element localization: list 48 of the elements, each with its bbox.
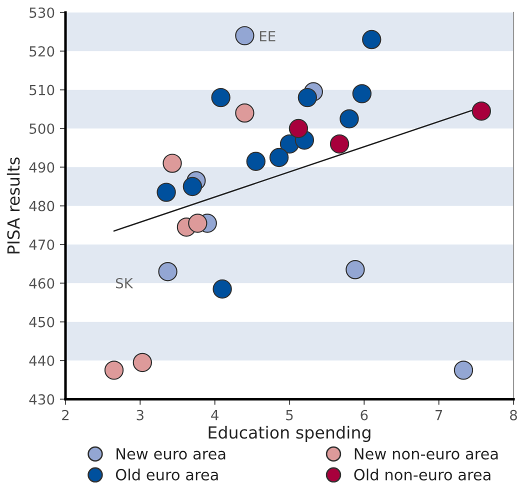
legend-label: New euro area [116, 448, 226, 460]
point [188, 214, 208, 233]
point [346, 260, 365, 280]
x-axis-title: Education spending [208, 426, 370, 442]
point [330, 134, 350, 154]
x-tick-label: 4 [211, 410, 218, 420]
point [182, 176, 202, 196]
point [269, 148, 289, 168]
point [298, 88, 318, 108]
point [235, 103, 254, 123]
point [162, 154, 182, 173]
y-tick-label: 490 [29, 162, 54, 173]
y-tick-label: 470 [29, 239, 54, 250]
annotation: SK [116, 278, 134, 288]
x-tick-label: 7 [436, 410, 442, 420]
point [158, 262, 178, 282]
point [132, 352, 152, 372]
point [156, 182, 176, 202]
legend-label: New non-euro area [354, 448, 498, 460]
legend-label: Old non-euro area [354, 468, 490, 480]
point [472, 101, 492, 121]
x-tick-label: 2 [62, 410, 69, 420]
y-tick-label: 530 [30, 7, 54, 18]
y-tick-label: 450 [29, 316, 54, 328]
point [362, 30, 382, 50]
y-tick-label: 500 [30, 123, 54, 134]
point [212, 279, 232, 299]
x-tick-label: 6 [360, 410, 368, 420]
x-tick-label: 5 [286, 410, 293, 420]
y-tick-label: 510 [30, 84, 54, 96]
x-tick-label: 3 [136, 410, 144, 420]
y-tick-label: 440 [29, 355, 54, 366]
y-tick-label: 480 [29, 200, 54, 212]
point [104, 360, 124, 380]
point [246, 152, 266, 171]
point [352, 84, 372, 104]
y-tick-label: 520 [30, 46, 54, 57]
y-tick-label: 430 [29, 394, 54, 405]
x-tick-label: 8 [510, 410, 517, 420]
point [211, 88, 230, 108]
y-axis-title: PISA results [6, 157, 20, 254]
point [340, 109, 359, 128]
point [454, 360, 474, 380]
y-tick-label: 460 [29, 278, 54, 289]
point [235, 26, 254, 46]
point [288, 118, 308, 138]
legend-label: Old euro area [116, 468, 218, 480]
annotation: EE [260, 31, 276, 42]
